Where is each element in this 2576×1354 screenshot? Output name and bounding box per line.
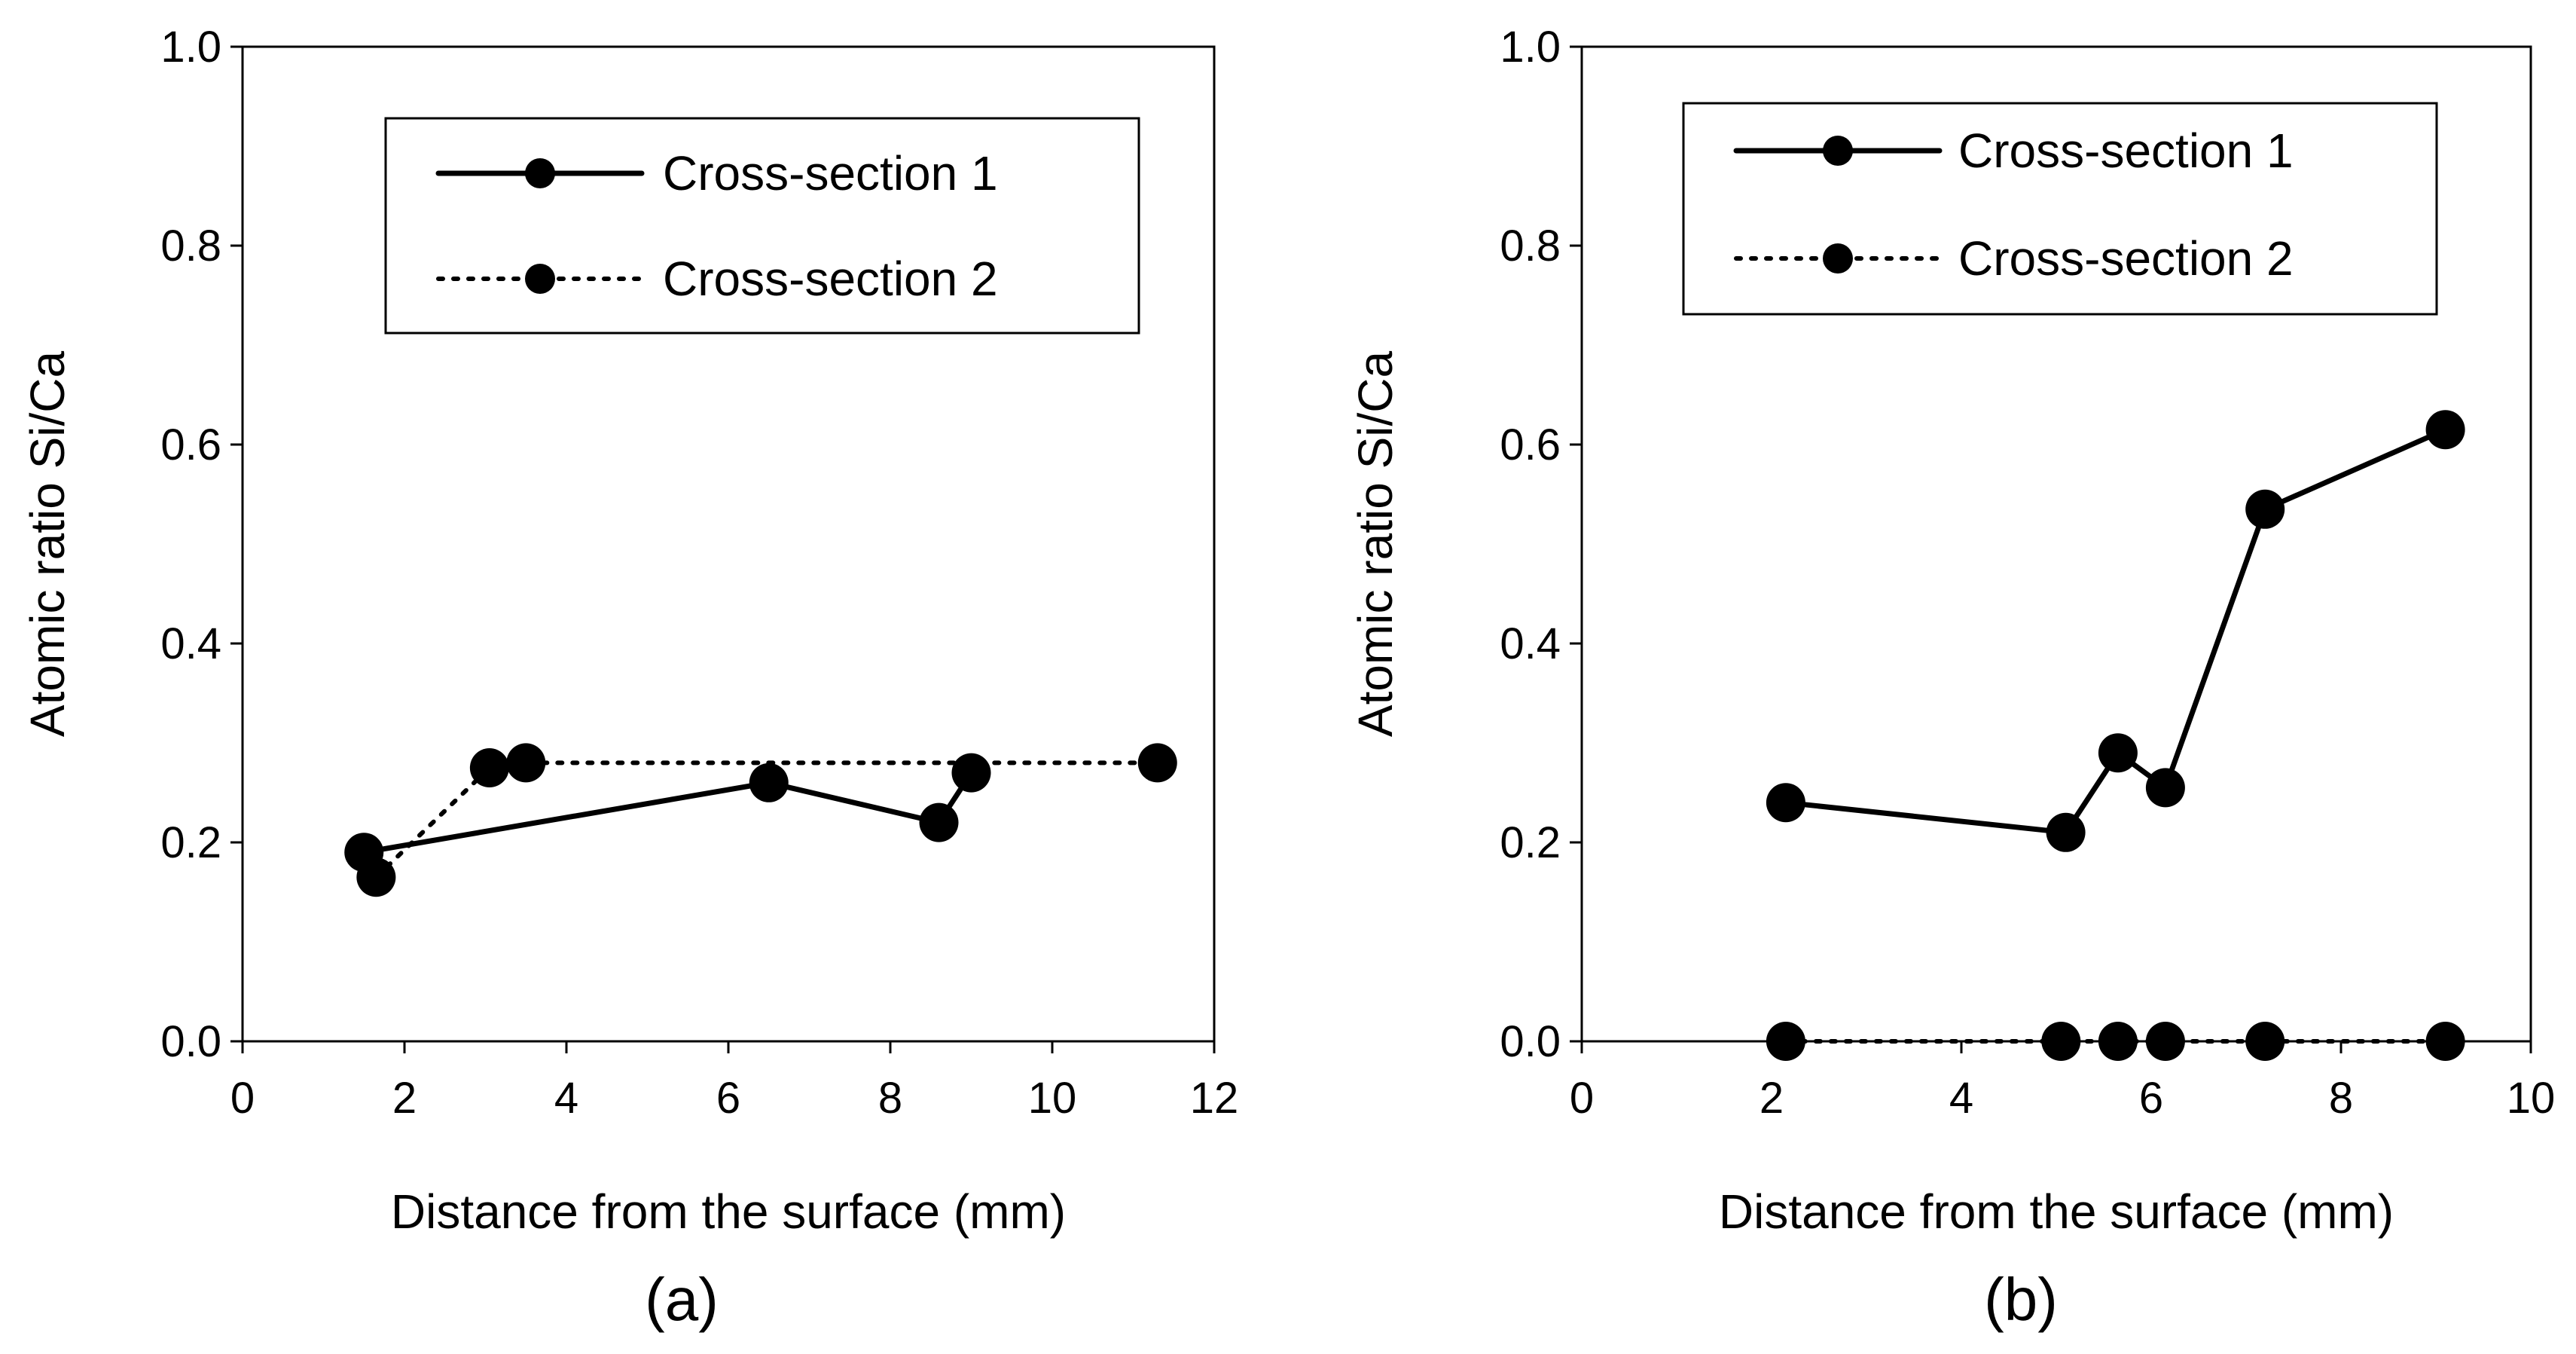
data-point (2145, 1022, 2185, 1061)
x-axis-label-a: Distance from the surface (mm) (391, 1184, 1066, 1239)
legend-label-1: Cross-section 1 (663, 146, 998, 200)
data-point (2098, 733, 2138, 773)
legend-a: Cross-section 1 Cross-section 2 (384, 117, 1140, 335)
data-point (951, 753, 991, 793)
data-point (356, 857, 396, 897)
y-tick-label: 0.2 (1500, 818, 1561, 867)
data-point (1137, 743, 1177, 783)
data-point (1766, 783, 1805, 823)
y-tick-label: 0.0 (1500, 1017, 1561, 1066)
y-tick-label: 0.8 (160, 222, 221, 270)
legend-label-1: Cross-section 1 (1958, 124, 2294, 178)
x-tick-label: 0 (230, 1074, 255, 1123)
data-point (1766, 1022, 1805, 1061)
series-group-a (344, 743, 1177, 897)
x-tick-label: 6 (2139, 1074, 2163, 1123)
legend-marker-1 (525, 158, 555, 188)
series-line-1 (1783, 426, 2449, 836)
y-axis-label-a: Atomic ratio Si/Ca (20, 351, 75, 738)
x-tick-label: 8 (878, 1074, 902, 1123)
data-point (749, 763, 789, 802)
chart-panel-a: 0.0 0.2 0.4 0.6 0.8 1.0 0 2 4 6 8 10 12 Cross-secti… (20, 23, 1238, 1333)
legend-marker-1 (1823, 136, 1853, 166)
data-point (2041, 1022, 2081, 1061)
data-point (2425, 410, 2465, 450)
x-tick-label: 4 (554, 1074, 578, 1123)
data-point (2245, 489, 2285, 529)
data-point (2046, 812, 2086, 852)
legend-label-2: Cross-section 2 (1958, 231, 2294, 286)
chart-panel-b: 0.0 0.2 0.4 0.6 0.8 1.0 0 2 4 6 8 10 Cross-section… (1348, 23, 2555, 1333)
data-point (2098, 1022, 2138, 1061)
y-tick-label: 1.0 (160, 23, 221, 72)
x-tick-label: 6 (716, 1074, 740, 1123)
legend-marker-2 (1823, 243, 1853, 274)
data-point (506, 743, 546, 783)
data-point (2145, 768, 2185, 808)
x-tick-label: 10 (2507, 1074, 2556, 1123)
data-point (919, 802, 959, 842)
y-tick-label: 0.6 (1500, 420, 1561, 469)
series-group-b (1766, 410, 2465, 1061)
y-axis-ticks-b: 0.0 0.2 0.4 0.6 0.8 1.0 (1500, 23, 1582, 1066)
legend-box-a (384, 117, 1140, 335)
data-point (469, 748, 509, 787)
x-tick-label: 2 (392, 1074, 417, 1123)
x-tick-label: 2 (1760, 1074, 1784, 1123)
legend-box-b (1682, 102, 2438, 316)
x-axis-label-b: Distance from the surface (mm) (1719, 1184, 2394, 1239)
data-point (2245, 1022, 2285, 1061)
x-tick-label: 10 (1028, 1074, 1077, 1123)
legend-marker-2 (525, 264, 555, 294)
data-point (2425, 1022, 2465, 1061)
legend-b: Cross-section 1 Cross-section 2 (1682, 102, 2438, 316)
x-tick-label: 12 (1190, 1074, 1239, 1123)
x-tick-label: 0 (1570, 1074, 1594, 1123)
y-tick-label: 0.6 (160, 420, 221, 469)
y-tick-label: 0.0 (160, 1017, 221, 1066)
y-tick-label: 0.4 (1500, 619, 1561, 668)
series-line-1 (361, 770, 974, 855)
x-tick-label: 4 (1949, 1074, 1973, 1123)
x-tick-label: 8 (2329, 1074, 2353, 1123)
y-axis-label-b: Atomic ratio Si/Ca (1348, 351, 1402, 738)
x-axis-ticks-a: 0 2 4 6 8 10 12 (230, 1041, 1238, 1123)
x-axis-ticks-b: 0 2 4 6 8 10 (1570, 1041, 2555, 1123)
panel-label-b: (b) (1984, 1266, 2058, 1333)
y-tick-label: 0.8 (1500, 222, 1561, 270)
series-line-2 (374, 760, 1160, 880)
panel-label-a: (a) (645, 1266, 719, 1333)
y-tick-label: 0.4 (160, 619, 221, 668)
y-axis-ticks-a: 0.0 0.2 0.4 0.6 0.8 1.0 (160, 23, 243, 1066)
legend-label-2: Cross-section 2 (663, 252, 998, 306)
y-tick-label: 0.2 (160, 818, 221, 867)
y-tick-label: 1.0 (1500, 23, 1561, 72)
